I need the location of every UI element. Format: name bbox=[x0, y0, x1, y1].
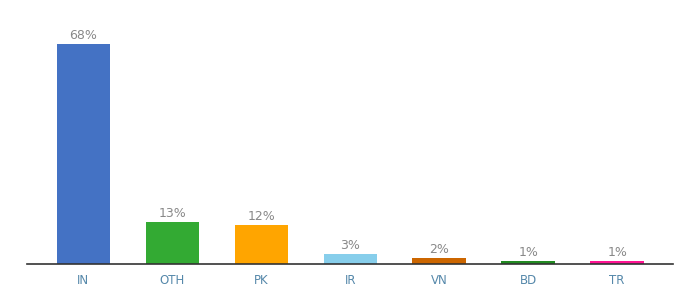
Text: 3%: 3% bbox=[340, 239, 360, 252]
Bar bbox=[56, 44, 110, 264]
Text: 13%: 13% bbox=[158, 207, 186, 220]
Text: 12%: 12% bbox=[248, 210, 275, 223]
Text: 1%: 1% bbox=[518, 246, 538, 259]
Bar bbox=[235, 225, 288, 264]
Text: 68%: 68% bbox=[69, 29, 97, 42]
Bar bbox=[590, 261, 644, 264]
Bar bbox=[413, 257, 466, 264]
Text: 1%: 1% bbox=[607, 246, 627, 259]
Text: 2%: 2% bbox=[429, 243, 449, 256]
Bar bbox=[501, 261, 555, 264]
Bar bbox=[146, 222, 199, 264]
Bar bbox=[324, 254, 377, 264]
